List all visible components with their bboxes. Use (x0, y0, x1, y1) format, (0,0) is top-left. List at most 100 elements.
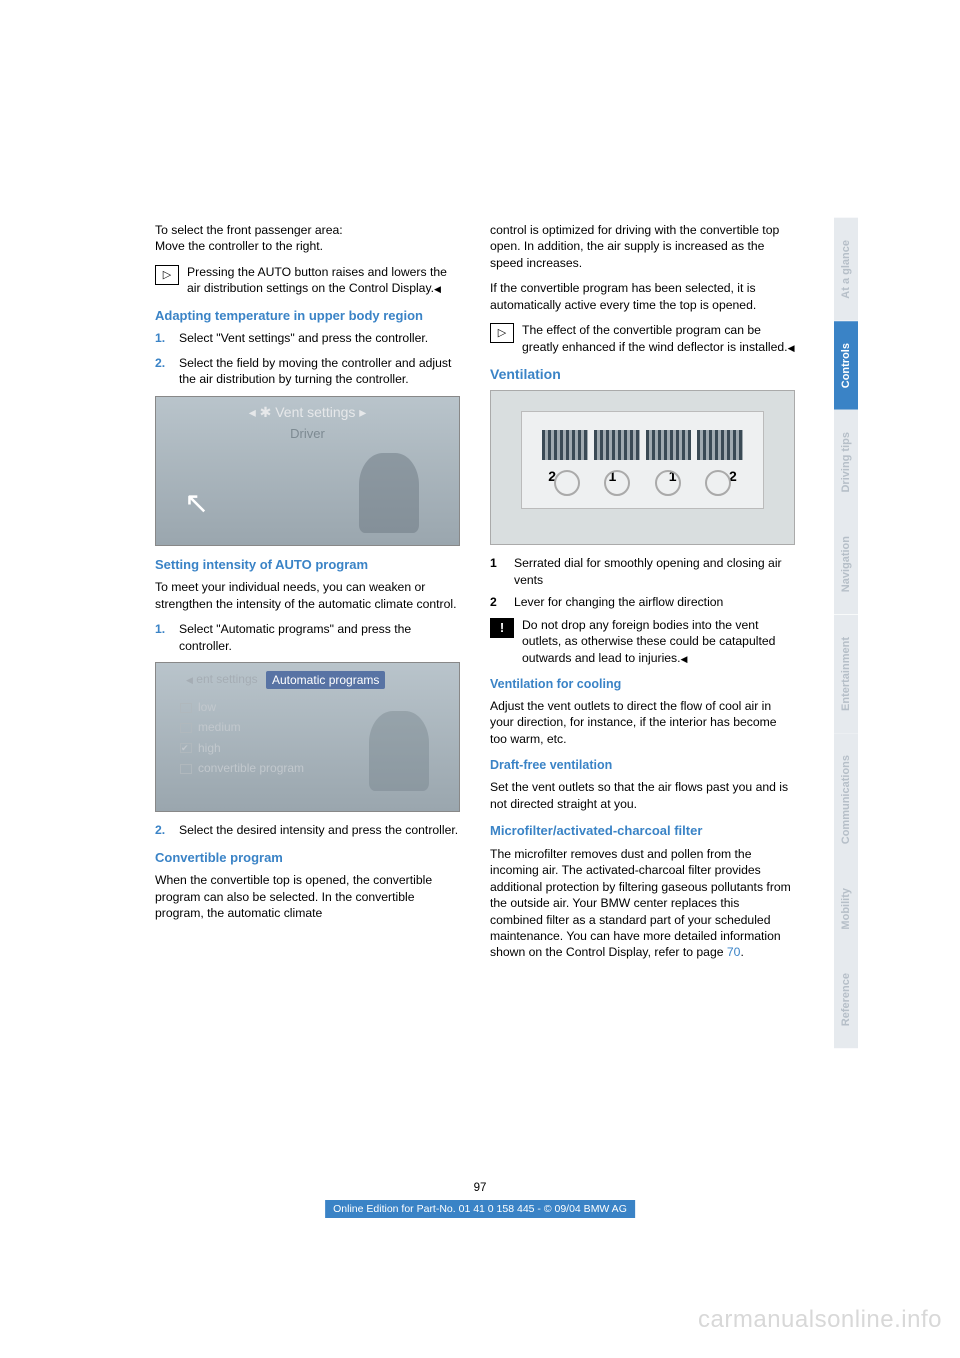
heading: Ventilation for cooling (490, 676, 795, 693)
figure-tab-label: ent settings (186, 671, 258, 687)
paragraph: control is optimized for driving with th… (490, 222, 795, 271)
list-item: 2. Select the field by moving the contro… (155, 355, 460, 388)
option-item: medium (180, 719, 304, 735)
tab-communications[interactable]: Communications (834, 733, 858, 866)
heading: Convertible program (155, 849, 460, 867)
tab-navigation[interactable]: Navigation (834, 514, 858, 614)
checkbox-icon (180, 764, 192, 774)
right-column: control is optimized for driving with th… (490, 222, 795, 970)
note-icon (490, 323, 514, 343)
tab-reference[interactable]: Reference (834, 951, 858, 1048)
definition-number: 2 (490, 594, 504, 610)
text: The microfilter removes dust and pollen … (490, 847, 791, 960)
option-label: low (198, 700, 216, 714)
note-block: The effect of the convertible program ca… (490, 322, 795, 355)
heading: Setting intensity of AUTO program (155, 556, 460, 574)
figure-subtitle: Driver (290, 425, 325, 443)
heading: Draft-free ventilation (490, 757, 795, 774)
list-text: Select "Automatic programs" and press th… (179, 621, 460, 654)
left-column: To select the front passenger area: Move… (155, 222, 460, 970)
note-icon (155, 265, 179, 285)
page: To select the front passenger area: Move… (0, 0, 960, 1358)
end-marker-icon (788, 340, 795, 354)
option-item: low (180, 699, 304, 715)
tab-mobility[interactable]: Mobility (834, 866, 858, 952)
end-marker-icon (434, 281, 441, 295)
option-label: medium (198, 720, 241, 734)
paragraph: If the convertible program has been sele… (490, 280, 795, 313)
ordered-list: 1. Select "Automatic programs" and press… (155, 621, 460, 654)
page-number: 97 (474, 1182, 487, 1194)
figure-title: ◂ ✱ Vent settings ▸ (249, 403, 367, 422)
tab-controls[interactable]: Controls (834, 321, 858, 410)
vent-grille-icon (542, 430, 588, 460)
vent-grille-icon (646, 430, 692, 460)
definition-number: 1 (490, 555, 504, 588)
heading: Adapting temperature in upper body regio… (155, 307, 460, 325)
text: Do not drop any foreign bodies into the … (522, 618, 775, 665)
list-text: Select "Vent settings" and press the con… (179, 330, 428, 346)
figure-pill: Automatic programs (266, 671, 385, 689)
definition-item: 2 Lever for changing the airflow directi… (490, 594, 795, 610)
option-label: convertible program (198, 761, 304, 775)
text: Move the controller to the right. (155, 239, 323, 253)
end-marker-icon (681, 651, 688, 665)
vent-dials (542, 470, 743, 500)
note-text: Pressing the AUTO button raises and lowe… (187, 264, 460, 297)
ordered-list: 1. Select "Vent settings" and press the … (155, 330, 460, 387)
figure-auto-programs: ent settings Automatic programs low medi… (155, 662, 460, 812)
heading: Microfilter/activated-charcoal filter (490, 822, 795, 840)
page-link[interactable]: 70 (727, 945, 741, 959)
figure-option-list: low medium high convertible program (180, 699, 304, 780)
list-text: Select the field by moving the controlle… (179, 355, 460, 388)
warning-text: Do not drop any foreign bodies into the … (522, 617, 795, 666)
dial-icon (655, 470, 681, 496)
paragraph: Adjust the vent outlets to direct the fl… (490, 698, 795, 747)
dial-icon (705, 470, 731, 496)
dial-icon (604, 470, 630, 496)
list-item: 2. Select the desired intensity and pres… (155, 822, 460, 838)
paragraph: To meet your individual needs, you can w… (155, 579, 460, 612)
footer-line: Online Edition for Part-No. 01 41 0 158 … (325, 1200, 635, 1218)
checkbox-icon (180, 723, 192, 733)
list-text: Select the desired intensity and press t… (179, 822, 458, 838)
tab-at-a-glance[interactable]: At a glance (834, 218, 858, 321)
list-item: 1. Select "Vent settings" and press the … (155, 330, 460, 346)
paragraph: When the convertible top is opened, the … (155, 872, 460, 921)
option-item: high (180, 740, 304, 756)
arrow-icon: ↖ (184, 484, 209, 525)
warning-block: Do not drop any foreign bodies into the … (490, 617, 795, 666)
content-columns: To select the front passenger area: Move… (155, 222, 795, 970)
chevron-left-icon (186, 672, 193, 686)
definition-text: Serrated dial for smoothly opening and c… (514, 555, 795, 588)
watermark: carmanualsonline.info (698, 1306, 942, 1334)
definition-item: 1 Serrated dial for smoothly opening and… (490, 555, 795, 588)
tab-driving-tips[interactable]: Driving tips (834, 410, 858, 515)
text: The effect of the convertible program ca… (522, 323, 788, 353)
ordered-list: 2. Select the desired intensity and pres… (155, 822, 460, 838)
side-tabs: At a glance Controls Driving tips Naviga… (834, 218, 862, 1049)
text: Pressing the AUTO button raises and lowe… (187, 265, 447, 295)
person-silhouette-icon (359, 453, 419, 533)
heading: Ventilation (490, 365, 795, 384)
list-number: 2. (155, 822, 169, 838)
text: ent settings (196, 672, 257, 686)
option-label: high (198, 741, 221, 755)
vent-grilles (542, 430, 743, 460)
vent-grille-icon (697, 430, 743, 460)
option-item: convertible program (180, 760, 304, 776)
vent-panel: 2 1 1 2 (521, 411, 764, 509)
text: . (740, 945, 743, 959)
warning-icon (490, 618, 514, 638)
checkbox-icon (180, 703, 192, 713)
figure-vent-settings: ◂ ✱ Vent settings ▸ Driver ↖ (155, 396, 460, 546)
checkbox-checked-icon (180, 743, 192, 753)
person-silhouette-icon (369, 711, 429, 791)
figure-ventilation-panel: 2 1 1 2 (490, 390, 795, 545)
vent-grille-icon (594, 430, 640, 460)
text: To select the front passenger area: (155, 223, 343, 237)
note-text: The effect of the convertible program ca… (522, 322, 795, 355)
dial-icon (554, 470, 580, 496)
tab-entertainment[interactable]: Entertainment (834, 615, 858, 733)
list-number: 1. (155, 330, 169, 346)
